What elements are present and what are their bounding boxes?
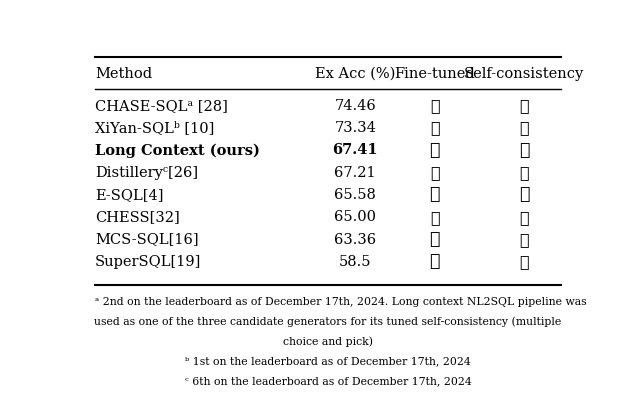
Text: ᵃ 2nd on the leaderboard as of December 17th, 2024. Long context NL2SQL pipeline: ᵃ 2nd on the leaderboard as of December …	[95, 297, 586, 307]
Text: Long Context (ours): Long Context (ours)	[95, 143, 260, 158]
Text: E-SQL[4]: E-SQL[4]	[95, 188, 163, 202]
Text: choice and pick): choice and pick)	[283, 337, 373, 347]
Text: ✓: ✓	[519, 209, 529, 226]
Text: Self-consistency: Self-consistency	[464, 67, 584, 81]
Text: CHESS[32]: CHESS[32]	[95, 210, 180, 224]
Text: ✓: ✓	[430, 97, 440, 114]
Text: ✓: ✓	[519, 164, 529, 181]
Text: XiYan-SQLᵇ [10]: XiYan-SQLᵇ [10]	[95, 121, 214, 135]
Text: ✓: ✓	[519, 231, 529, 248]
Text: 58.5: 58.5	[339, 255, 372, 269]
Text: Fine-tuned: Fine-tuned	[394, 67, 475, 81]
Text: ✗: ✗	[519, 142, 529, 159]
Text: Distilleryᶜ[26]: Distilleryᶜ[26]	[95, 166, 198, 180]
Text: ✓: ✓	[519, 97, 529, 114]
Text: 65.58: 65.58	[334, 188, 376, 202]
Text: 74.46: 74.46	[335, 99, 376, 113]
Text: ᵇ 1st on the leaderboard as of December 17th, 2024: ᵇ 1st on the leaderboard as of December …	[185, 357, 471, 366]
Text: ᶜ 6th on the leaderboard as of December 17th, 2024: ᶜ 6th on the leaderboard as of December …	[184, 376, 472, 386]
Text: 65.00: 65.00	[334, 210, 376, 224]
Text: ✗: ✗	[519, 187, 529, 204]
Text: 67.21: 67.21	[335, 166, 376, 180]
Text: ✓: ✓	[430, 119, 440, 137]
Text: SuperSQL[19]: SuperSQL[19]	[95, 255, 201, 269]
Text: CHASE-SQLᵃ [28]: CHASE-SQLᵃ [28]	[95, 99, 228, 113]
Text: used as one of the three candidate generators for its tuned self-consistency (mu: used as one of the three candidate gener…	[94, 317, 562, 327]
Text: Ex Acc (%): Ex Acc (%)	[315, 67, 396, 81]
Text: 63.36: 63.36	[334, 233, 376, 247]
Text: 73.34: 73.34	[334, 121, 376, 135]
Text: 67.41: 67.41	[332, 143, 378, 157]
Text: ✗: ✗	[429, 231, 440, 248]
Text: ✗: ✗	[429, 253, 440, 270]
Text: ✓: ✓	[519, 119, 529, 137]
Text: ✗: ✗	[429, 187, 440, 204]
Text: ✗: ✗	[429, 142, 440, 159]
Text: ✓: ✓	[430, 164, 440, 181]
Text: Method: Method	[95, 67, 152, 81]
Text: ✓: ✓	[519, 253, 529, 270]
Text: ✓: ✓	[430, 209, 440, 226]
Text: MCS-SQL[16]: MCS-SQL[16]	[95, 233, 198, 247]
